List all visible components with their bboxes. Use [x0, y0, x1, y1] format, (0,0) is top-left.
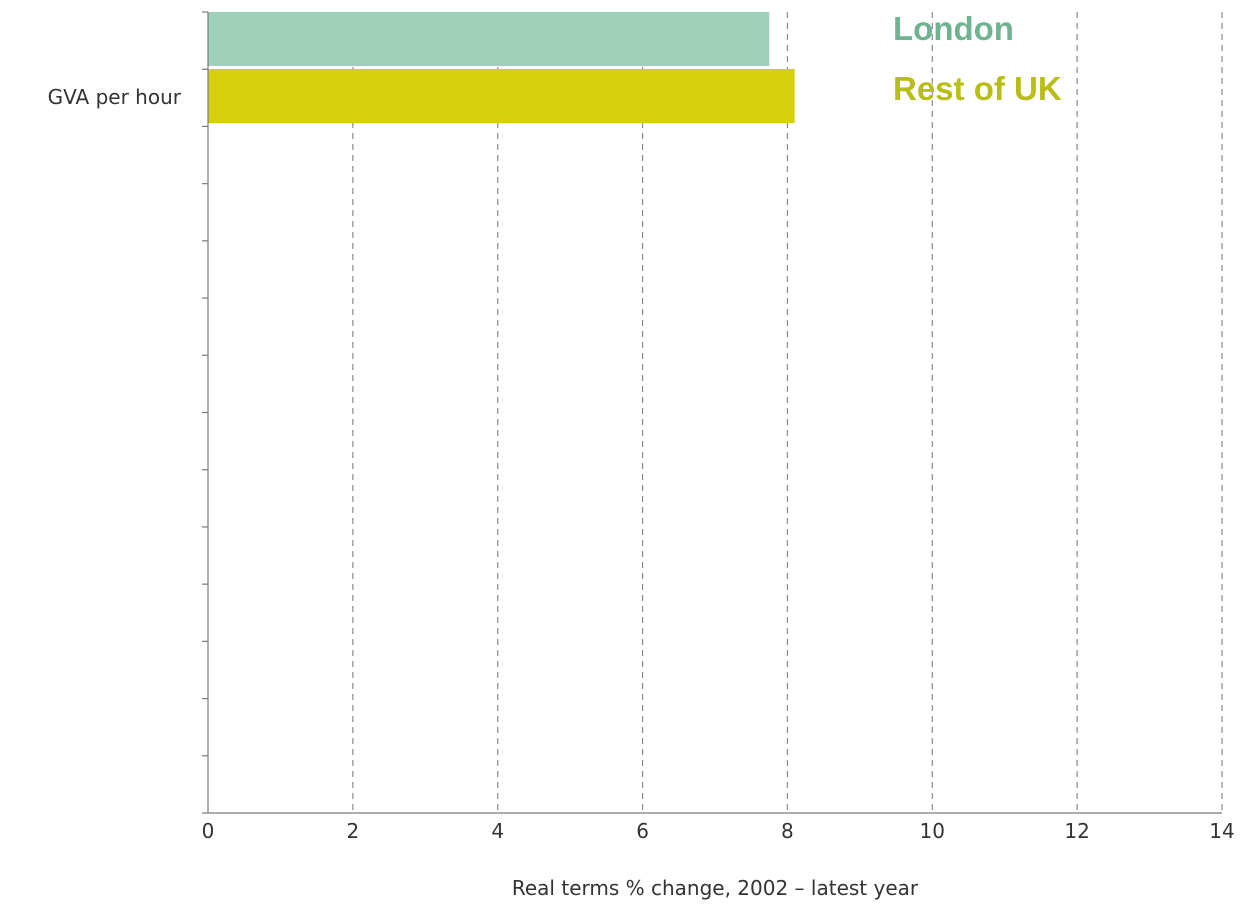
grid-lines	[352, 12, 1223, 813]
legend: London Rest of UK	[893, 10, 1062, 107]
category-labels: GVA per hour	[48, 85, 182, 109]
x-axis-title: Real terms % change, 2002 – latest year	[512, 876, 919, 900]
x-tick-label-10: 10	[920, 819, 945, 843]
bar-rest-of-uk	[208, 69, 795, 123]
bar-london	[208, 12, 770, 66]
x-tick-label-14: 14	[1209, 819, 1234, 843]
x-tick-label-4: 4	[491, 819, 504, 843]
category-label: GVA per hour	[48, 85, 182, 109]
x-tick-label-0: 0	[202, 819, 215, 843]
legend-label-london: London	[893, 10, 1014, 47]
axes	[202, 11, 1222, 814]
x-tick-labels: 0 2 4 6 8 10 12 14	[202, 819, 1235, 843]
bars	[208, 12, 795, 123]
x-tick-label-8: 8	[781, 819, 794, 843]
x-tick-label-12: 12	[1064, 819, 1089, 843]
x-tick-label-6: 6	[636, 819, 649, 843]
legend-label-rest-of-uk: Rest of UK	[893, 70, 1062, 107]
x-tick-label-2: 2	[346, 819, 359, 843]
